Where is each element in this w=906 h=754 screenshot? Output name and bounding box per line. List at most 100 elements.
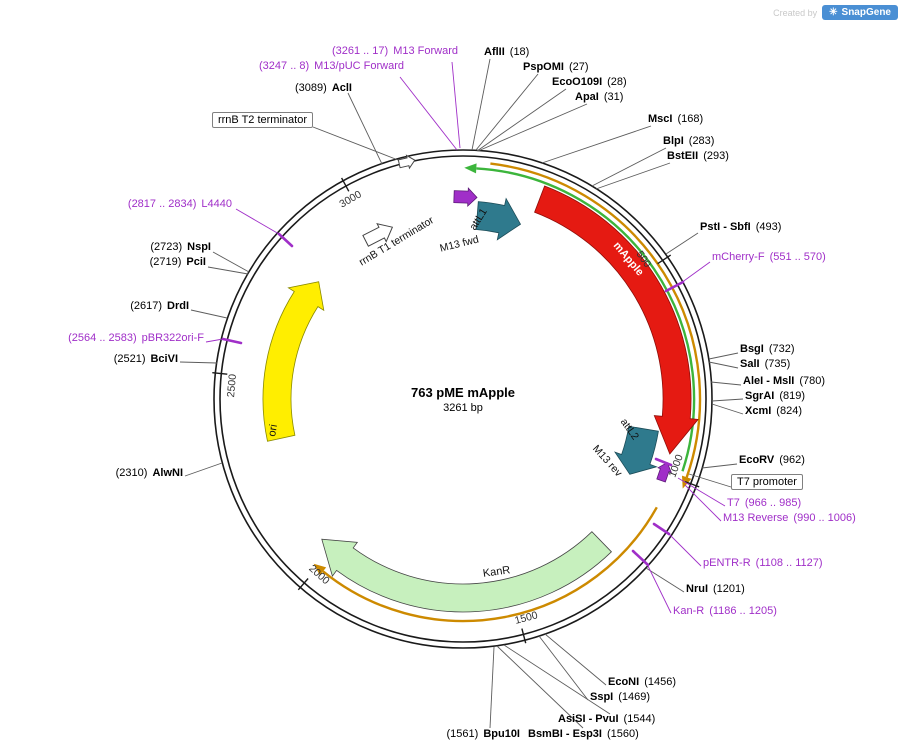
leader-line — [595, 162, 671, 190]
label-bsteii[interactable]: BstEII (293) — [667, 150, 729, 162]
orf-arc-orange-bottom-arrowhead-icon — [313, 563, 327, 576]
leader-line — [312, 126, 399, 161]
label-bcivi[interactable]: (2521) BciVI — [113, 353, 178, 365]
label-t7-promoter[interactable]: T7 promoter — [731, 474, 803, 490]
label-kan-r[interactable]: Kan-R (1186 .. 1205) — [673, 605, 777, 617]
feature-attl2-arrow[interactable] — [614, 425, 659, 475]
leader-line — [212, 251, 250, 273]
leader-line — [477, 103, 588, 152]
primer-l4440-marker[interactable] — [277, 232, 294, 248]
leader-line-primer — [205, 338, 224, 343]
label-sali[interactable]: SalI (735) — [740, 358, 791, 370]
primer-m13-fwd-marker[interactable] — [453, 187, 478, 208]
label-msci[interactable]: MscI (168) — [648, 113, 704, 125]
tick-3000 — [340, 177, 350, 192]
primer-pentr-r-marker[interactable] — [652, 522, 671, 536]
feature-label-kanr[interactable]: KanR — [482, 564, 511, 580]
label-pspomi[interactable]: PspOMI (27) — [523, 61, 589, 73]
leader-line — [347, 92, 383, 165]
label-xcmi[interactable]: XcmI (824) — [745, 405, 802, 417]
primer-t7-marker[interactable] — [654, 457, 673, 467]
tick-label-1500: 1500 — [513, 609, 539, 627]
label-m13-forward[interactable]: (3261 .. 17) M13 Forward — [331, 45, 458, 57]
plasmid-backbone-outer-circle — [213, 149, 713, 649]
feature-attl1-arrow[interactable] — [475, 197, 522, 241]
label-t7-primer[interactable]: T7 (966 .. 985) — [727, 497, 802, 509]
feature-kanr-arrow[interactable] — [321, 531, 612, 613]
feature-label-m13-rev[interactable]: M13 rev — [590, 443, 625, 480]
label-m13-reverse[interactable]: M13 Reverse (990 .. 1006) — [723, 512, 856, 524]
orf-arc-orange-outer — [490, 162, 702, 478]
plasmid-name: 763 pME mApple — [410, 385, 516, 400]
feature-rrnb-t1-arrow[interactable] — [361, 218, 397, 249]
leader-line — [711, 398, 744, 402]
label-pbr322ori-f[interactable]: (2564 .. 2583) pBR322ori-F — [68, 332, 204, 344]
label-pcii[interactable]: (2719) PciI — [149, 256, 206, 268]
label-m13-puc-forward[interactable]: (3247 .. 8) M13/pUC Forward — [259, 60, 404, 72]
leader-line — [471, 58, 491, 151]
label-bpu10i[interactable]: (1561) Bpu10I — [446, 728, 520, 740]
terminator-arrow-icon — [362, 223, 394, 247]
label-ecoo109i[interactable]: EcoO109I (28) — [552, 76, 627, 88]
primer-arrow-icon — [453, 187, 478, 208]
label-econi[interactable]: EcoNI (1456) — [608, 676, 676, 688]
leader-line-primer — [668, 533, 702, 567]
leader-line — [645, 567, 685, 593]
primer-mcherry-f-marker[interactable] — [664, 280, 685, 293]
leader-line-primer — [684, 484, 722, 522]
plasmid-backbone-inner-circle — [219, 155, 707, 643]
primer-m13-rev-marker[interactable] — [654, 460, 673, 483]
label-pentr-r[interactable]: pENTR-R (1108 .. 1127) — [703, 557, 823, 569]
label-bsmbi-esp3i[interactable]: BsmBI - Esp3I (1560) — [528, 728, 639, 740]
tick-label-3000: 3000 — [337, 188, 363, 210]
leader-line — [708, 361, 739, 369]
leader-line — [496, 645, 584, 729]
feature-rrnb-t2-arrow[interactable] — [397, 154, 417, 170]
label-psti-sbfi[interactable]: PstI - SbfI (493) — [700, 221, 782, 233]
snapgene-brand-label: SnapGene — [841, 7, 891, 18]
label-drdi[interactable]: (2617) DrdI — [130, 300, 189, 312]
leader-line — [701, 463, 738, 469]
plasmid-size: 3261 bp — [443, 402, 483, 414]
snapgene-badge: ✳ SnapGene — [822, 5, 898, 20]
snapgene-watermark: Created by ✳ SnapGene — [773, 5, 898, 20]
leader-line — [541, 125, 652, 164]
leader-line — [207, 266, 249, 275]
feature-label-m13-fwd[interactable]: M13 fwd — [439, 233, 481, 254]
primer-kan-r-marker[interactable] — [631, 549, 650, 567]
leader-line — [665, 232, 699, 255]
leader-line — [184, 462, 223, 477]
label-bsgi[interactable]: BsgI (732) — [740, 343, 795, 355]
tick-1500 — [521, 628, 527, 644]
label-nspi[interactable]: (2723) NspI — [150, 241, 211, 253]
primer-pbr322ori-f-marker[interactable] — [221, 337, 243, 345]
leader-line — [711, 403, 744, 415]
label-apai[interactable]: ApaI (31) — [575, 91, 624, 103]
orf-arc-orange-bottom — [322, 506, 658, 623]
terminator-arrow-icon — [397, 154, 416, 170]
feature-mapple-arrow[interactable] — [534, 185, 699, 455]
label-ecorv[interactable]: EcoRV (962) — [739, 454, 805, 466]
label-l4440[interactable]: (2817 .. 2834) L4440 — [127, 198, 232, 210]
leader-line — [688, 473, 732, 488]
label-nrui[interactable]: NruI (1201) — [686, 583, 745, 595]
label-alwni[interactable]: (2310) AlwNI — [115, 467, 183, 479]
watermark-created-by: Created by — [773, 7, 818, 18]
feature-ori-arrow[interactable] — [262, 281, 325, 442]
tick-500 — [657, 254, 672, 265]
label-acli[interactable]: (3089) AclI — [295, 82, 352, 94]
label-mcherry-f[interactable]: mCherry-F (551 .. 570) — [712, 251, 826, 263]
primer-arrow-icon — [656, 461, 672, 483]
tick-label-2500: 2500 — [225, 373, 239, 397]
label-blpi[interactable]: BlpI (283) — [663, 135, 715, 147]
label-sspi[interactable]: SspI (1469) — [590, 691, 651, 703]
feature-label-ori[interactable]: ori — [266, 423, 280, 437]
label-asisi-pvui[interactable]: AsiSI - PvuI (1544) — [558, 713, 656, 725]
label-aflii[interactable]: AflII (18) — [484, 46, 530, 58]
label-sgrai[interactable]: SgrAI (819) — [745, 390, 806, 402]
label-alei-msli[interactable]: AleI - MslI (780) — [743, 375, 826, 387]
leader-line — [538, 635, 589, 701]
label-rrnb-t2-terminator[interactable]: rrnB T2 terminator — [211, 112, 313, 128]
